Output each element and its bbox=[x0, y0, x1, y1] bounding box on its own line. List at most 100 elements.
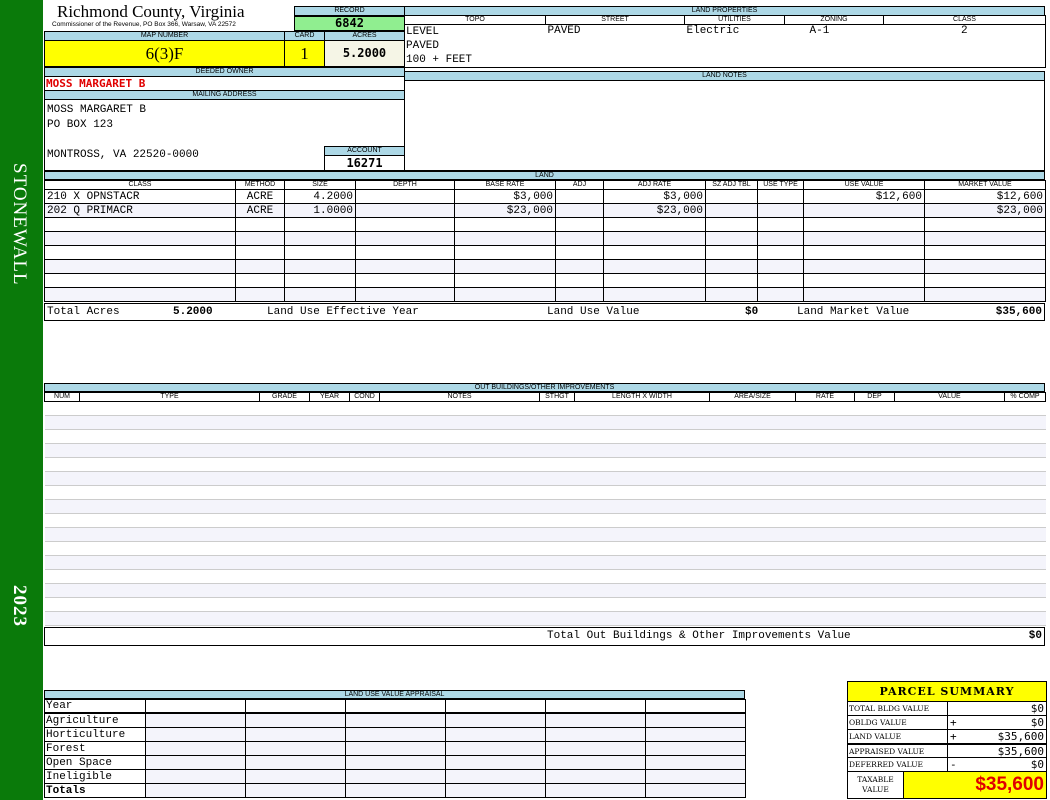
outbuildings-row bbox=[44, 401, 1046, 416]
outbuildings-cell bbox=[309, 401, 350, 416]
outbuildings-cell bbox=[1004, 611, 1046, 626]
land-use-cell bbox=[245, 727, 346, 742]
outbuildings-cell bbox=[894, 541, 1005, 556]
col-class: CLASS bbox=[883, 15, 1046, 25]
land-row bbox=[44, 231, 1046, 246]
land-cell bbox=[705, 273, 758, 288]
outbuildings-col-header: DEP bbox=[854, 392, 895, 402]
effective-year-label: Land Use Effective Year bbox=[267, 306, 419, 318]
outbuildings-cell bbox=[1004, 499, 1046, 514]
outbuildings-cell bbox=[309, 443, 350, 458]
land-cell bbox=[555, 231, 604, 246]
outbuildings-cell bbox=[894, 555, 1005, 570]
outbuildings-cell bbox=[574, 555, 710, 570]
land-use-cell bbox=[145, 769, 246, 784]
land-cell: 1.0000 bbox=[284, 203, 356, 218]
outbuildings-cell bbox=[795, 569, 855, 584]
outbuildings-cell bbox=[79, 611, 260, 626]
outbuildings-cell bbox=[539, 611, 575, 626]
summary-label: OBLDG VALUE bbox=[847, 715, 948, 730]
outbuildings-cell bbox=[309, 541, 350, 556]
outbuildings-cell bbox=[44, 471, 80, 486]
outbuildings-cell bbox=[44, 401, 80, 416]
land-col-header: SIZE bbox=[284, 180, 356, 190]
outbuildings-cell bbox=[894, 415, 1005, 430]
outbuildings-cell bbox=[854, 471, 895, 486]
outbuildings-cell bbox=[574, 527, 710, 542]
land-use-cell bbox=[545, 783, 646, 798]
taxable-value: $35,600 bbox=[903, 771, 1047, 799]
card-number: 1 bbox=[284, 40, 325, 67]
outbuildings-cell bbox=[79, 513, 260, 528]
outbuildings-cell bbox=[309, 611, 350, 626]
outbuildings-cell bbox=[795, 429, 855, 444]
land-cell bbox=[705, 217, 758, 232]
summary-label: TOTAL BLDG VALUE bbox=[847, 701, 948, 716]
land-cell bbox=[757, 287, 804, 302]
land-row bbox=[44, 217, 1046, 232]
outbuildings-cell bbox=[539, 401, 575, 416]
outbuildings-col-header: TYPE bbox=[79, 392, 260, 402]
land-cell bbox=[705, 287, 758, 302]
outbuildings-cell bbox=[574, 457, 710, 472]
outbuildings-cell bbox=[349, 527, 380, 542]
outbuildings-cell bbox=[379, 541, 540, 556]
outbuildings-cell bbox=[349, 415, 380, 430]
outbuildings-cell bbox=[349, 485, 380, 500]
outbuildings-cell bbox=[709, 513, 796, 528]
outbuildings-cell bbox=[709, 555, 796, 570]
land-use-category: Ineligible bbox=[44, 769, 146, 784]
outbuildings-row bbox=[44, 541, 1046, 556]
summary-value: $0 bbox=[947, 701, 1047, 716]
street-value: PAVED bbox=[545, 24, 685, 68]
outbuildings-cell bbox=[574, 597, 710, 612]
outbuildings-cell bbox=[709, 415, 796, 430]
deeded-owner: MOSS MARGARET B bbox=[44, 76, 405, 91]
outbuildings-cell bbox=[709, 471, 796, 486]
tax-year: 2023 bbox=[9, 585, 30, 627]
land-cell bbox=[235, 287, 285, 302]
land-cell bbox=[757, 245, 804, 260]
outbuildings-cell bbox=[709, 583, 796, 598]
outbuildings-cell bbox=[539, 485, 575, 500]
land-cell bbox=[355, 273, 455, 288]
outbuildings-cell bbox=[854, 499, 895, 514]
outbuildings-cell bbox=[309, 485, 350, 500]
land-cell: $12,600 bbox=[924, 189, 1046, 204]
summary-value: + $0 bbox=[947, 715, 1047, 730]
land-cell bbox=[705, 189, 758, 204]
land-cell bbox=[235, 231, 285, 246]
land-use-year-label: Year bbox=[44, 699, 146, 713]
outbuildings-cell bbox=[539, 527, 575, 542]
outbuildings-cell bbox=[1004, 471, 1046, 486]
outbuildings-cell bbox=[44, 583, 80, 598]
outbuildings-label: OUT BUILDINGS/OTHER IMPROVEMENTS bbox=[44, 383, 1045, 392]
outbuildings-cell bbox=[709, 485, 796, 500]
outbuildings-cell bbox=[44, 569, 80, 584]
outbuildings-cell bbox=[79, 555, 260, 570]
land-cell bbox=[555, 217, 604, 232]
land-col-header: MARKET VALUE bbox=[924, 180, 1046, 190]
land-cell bbox=[705, 245, 758, 260]
outbuildings-cell bbox=[894, 429, 1005, 444]
outbuildings-cell bbox=[795, 401, 855, 416]
land-use-cell bbox=[245, 741, 346, 756]
outbuildings-cell bbox=[79, 499, 260, 514]
land-cell bbox=[555, 259, 604, 274]
land-cell: $23,000 bbox=[454, 203, 556, 218]
land-use-category: Agriculture bbox=[44, 713, 146, 728]
outbuildings-cell bbox=[894, 401, 1005, 416]
outbuildings-cell bbox=[309, 569, 350, 584]
outbuildings-cell bbox=[44, 457, 80, 472]
land-use-cell bbox=[145, 713, 246, 728]
land-use-year-cell bbox=[445, 699, 546, 713]
outbuildings-cell bbox=[539, 443, 575, 458]
account-number: 16271 bbox=[324, 155, 405, 171]
land-cell bbox=[454, 245, 556, 260]
outbuildings-cell bbox=[894, 583, 1005, 598]
land-cell: $23,000 bbox=[924, 203, 1046, 218]
outbuildings-cell bbox=[574, 485, 710, 500]
land-cell bbox=[284, 259, 356, 274]
land-cell bbox=[454, 287, 556, 302]
land-cell bbox=[355, 231, 455, 246]
